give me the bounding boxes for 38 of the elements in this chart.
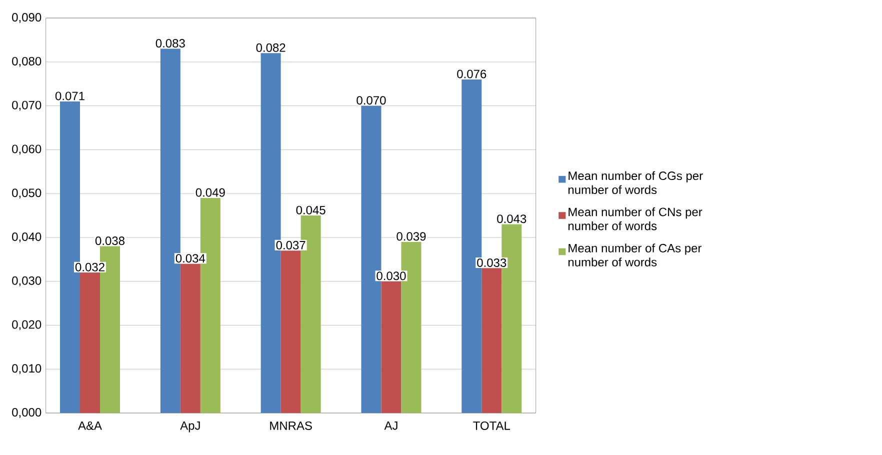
y-tick-label: 0,050 xyxy=(12,188,42,199)
data-label: 0.070 xyxy=(356,96,386,105)
data-label: 0.082 xyxy=(256,43,286,52)
x-tick-label: ApJ xyxy=(180,421,200,432)
legend-label: Mean number of CAs per number of words xyxy=(568,244,702,266)
data-label: 0.034 xyxy=(176,254,206,263)
y-tick-label: 0,040 xyxy=(12,232,42,242)
x-tick-label: A&A xyxy=(78,421,102,430)
data-label: 0.032 xyxy=(75,262,104,272)
data-label: 0.076 xyxy=(457,70,486,78)
y-tick-label: 0,010 xyxy=(12,364,42,374)
data-label: 0.030 xyxy=(376,272,406,280)
y-tick-label: 0,060 xyxy=(12,144,42,155)
bar xyxy=(482,268,502,413)
y-tick-label: 0,090 xyxy=(12,13,42,23)
y-tick-label: 0,080 xyxy=(12,56,42,67)
bar xyxy=(381,281,402,413)
legend-label: Mean number of CGs per number of words xyxy=(568,171,703,194)
data-label: 0.037 xyxy=(276,240,306,250)
y-tick-label: 0,070 xyxy=(12,100,42,111)
x-tick-label: MNRAS xyxy=(270,421,312,430)
data-label: 0.039 xyxy=(396,232,426,241)
data-label: 0.071 xyxy=(55,92,84,100)
x-tick-label: TOTAL xyxy=(473,421,510,430)
data-label: 0.049 xyxy=(196,188,225,197)
bar xyxy=(180,264,200,413)
data-label: 0.083 xyxy=(156,39,185,48)
data-label: 0.043 xyxy=(497,214,526,224)
data-label: 0.045 xyxy=(296,206,326,214)
y-tick-label: 0,020 xyxy=(12,320,42,330)
y-tick-label: 0,000 xyxy=(12,408,42,418)
data-label: 0.038 xyxy=(95,236,124,246)
x-tick-label: AJ xyxy=(384,421,398,430)
data-label: 0.033 xyxy=(477,258,506,267)
y-tick-label: 0,030 xyxy=(12,276,42,286)
bar xyxy=(80,272,100,413)
bar xyxy=(280,250,301,413)
legend-label: Mean number of CNs per number of words xyxy=(568,207,702,230)
